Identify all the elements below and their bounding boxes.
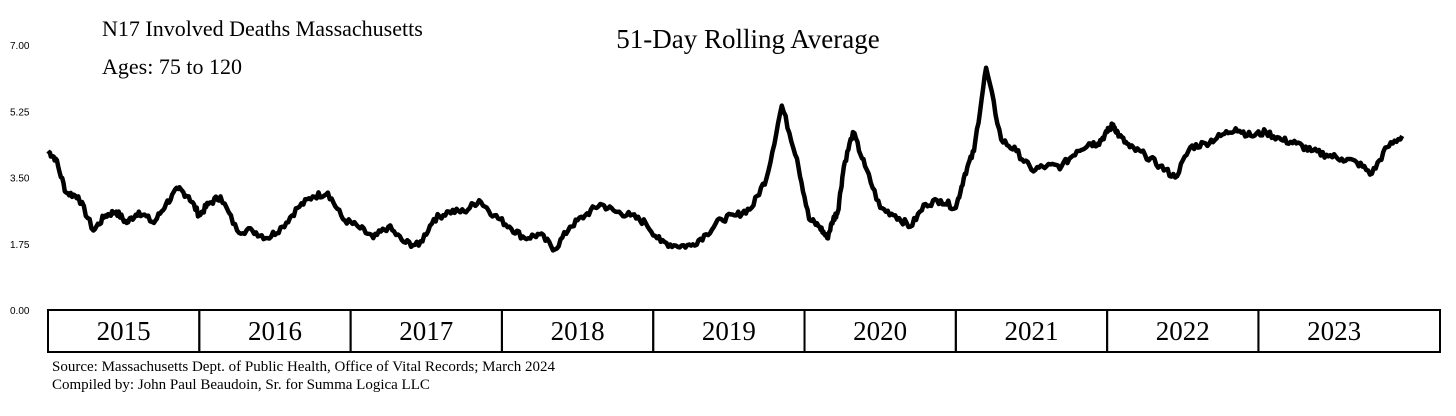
- year-label: 2023: [1307, 316, 1361, 346]
- year-axis: 2015 2016 2017 2018 2019 2020 2021 2022 2023: [47, 309, 1442, 353]
- year-label: 2018: [551, 316, 605, 346]
- y-tick-label: 7.00: [10, 41, 30, 52]
- rolling-average-line: [46, 65, 1405, 253]
- year-box: [1257, 309, 1442, 353]
- year-label: 2021: [1004, 316, 1058, 346]
- year-label: 2017: [399, 316, 453, 346]
- year-label: 2016: [248, 316, 302, 346]
- year-label: 2019: [702, 316, 756, 346]
- year-label: 2020: [853, 316, 907, 346]
- chart-title-line-1: N17 Involved Deaths Massachusetts: [102, 16, 423, 41]
- year-label: 2015: [97, 316, 151, 346]
- chart-title-line-2: Ages: 75 to 120: [102, 54, 242, 79]
- y-tick-label: 0.00: [10, 306, 30, 317]
- y-tick-label: 3.50: [10, 174, 30, 185]
- y-tick-label: 5.25: [10, 107, 30, 118]
- compiled-by-note: Compiled by: John Paul Beaudoin, Sr. for…: [52, 377, 430, 393]
- chart-subtitle: 51-Day Rolling Average: [616, 24, 879, 54]
- y-axis-tick-labels: 0.00 1.75 3.50 5.25 7.00: [10, 41, 30, 317]
- source-note: Source: Massachusetts Dept. of Public He…: [52, 359, 556, 375]
- y-tick-label: 1.75: [10, 240, 30, 251]
- year-label: 2022: [1156, 316, 1210, 346]
